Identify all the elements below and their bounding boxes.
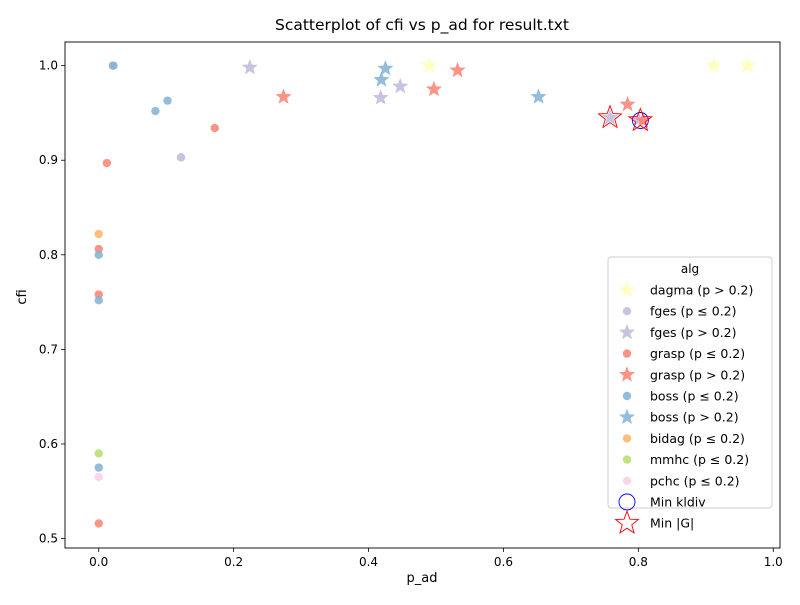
legend-marker-star (618, 366, 636, 382)
legend-marker-star (618, 323, 636, 340)
x-tick-label: 0.6 (494, 555, 513, 569)
data-point-circle (94, 229, 103, 239)
data-point-circle (94, 449, 103, 458)
y-tick-label: 0.6 (39, 437, 58, 451)
legend-entry-label: grasp (p > 0.2) (650, 367, 745, 382)
x-tick-label: 0.4 (359, 555, 378, 569)
data-point-circle (176, 153, 186, 162)
data-point-star (377, 59, 394, 76)
x-tick-label: 0.8 (629, 555, 648, 569)
legend-marker-circle (622, 391, 632, 401)
data-point-circle (94, 250, 103, 260)
legend-marker-circle (622, 455, 632, 464)
legend-entry-label: bidag (p ≤ 0.2) (650, 431, 745, 446)
axes-frame (64, 41, 781, 549)
data-point-star (421, 57, 438, 73)
data-point-star (275, 88, 292, 104)
legend: alg dagma (p > 0.2) fges (p ≤ 0.2) fges (p … (607, 256, 773, 534)
data-point-circle (163, 96, 172, 105)
legend-entry-label: Min kldiv (650, 495, 706, 510)
data-point-circle (210, 123, 219, 133)
data-point-star (705, 57, 722, 73)
plot-area (94, 57, 756, 528)
y-tick-label: 1.0 (39, 59, 58, 73)
legend-box (607, 256, 773, 509)
y-tick-label: 0.8 (39, 248, 58, 262)
data-point-star (601, 109, 619, 125)
x-tick-label: 0.2 (224, 555, 243, 569)
legend-marker-open-star (614, 509, 640, 534)
x-tick-label: 1.0 (764, 555, 783, 569)
legend-entry-label: pchc (p ≤ 0.2) (650, 473, 740, 488)
data-point-star (619, 95, 636, 112)
legend-title: alg (681, 262, 699, 276)
data-point-star (739, 57, 756, 73)
legend-entry-label: grasp (p ≤ 0.2) (650, 346, 745, 361)
y-tick-label: 0.5 (39, 532, 58, 546)
x-tick-label: 0.0 (89, 555, 108, 569)
data-point-circle (108, 61, 118, 70)
x-axis-label: p_ad (407, 571, 438, 586)
legend-marker-circle (622, 349, 632, 358)
data-point-star (530, 88, 547, 104)
legend-marker-circle (622, 434, 632, 443)
y-axis-label: cfi (15, 289, 30, 304)
min-g-marker (627, 107, 654, 132)
data-point-circle (102, 158, 112, 168)
legend-entry-label: boss (p > 0.2) (650, 410, 739, 425)
legend-entry-label: mmhc (p ≤ 0.2) (650, 452, 749, 467)
min-kldiv-marker (631, 112, 649, 129)
legend-entry-label: fges (p ≤ 0.2) (650, 304, 737, 319)
chart-title: Scatterplot of cfi vs p_ad for result.tx… (275, 16, 569, 35)
legend-marker-star (618, 408, 636, 425)
data-point-star (449, 61, 466, 78)
legend-marker-circle (622, 307, 632, 316)
legend-marker-circle (622, 476, 632, 485)
y-tick-label: 0.9 (39, 153, 58, 167)
data-point-circle (151, 106, 160, 116)
legend-entry-label: dagma (p > 0.2) (650, 283, 753, 298)
data-point-star (634, 112, 652, 128)
data-point-star (373, 71, 390, 87)
y-axis: 0.5 0.6 0.7 0.8 0.9 1.0 (39, 59, 65, 546)
legend-entry-label: boss (p ≤ 0.2) (650, 389, 739, 404)
legend-marker-star (618, 281, 636, 297)
y-tick-label: 0.7 (39, 342, 58, 356)
data-point-circle (94, 463, 103, 472)
data-point-star (392, 77, 409, 94)
data-point-circle (94, 296, 103, 305)
x-axis: 0.0 0.2 0.4 0.6 0.8 1.0 (89, 548, 783, 569)
data-point-circle (94, 472, 103, 482)
min-g-marker (597, 104, 623, 129)
legend-entry-label: fges (p > 0.2) (650, 325, 737, 340)
data-point-star (425, 80, 443, 97)
data-point-star (241, 59, 258, 75)
data-point-circle (94, 519, 103, 528)
legend-entry-label: Min |G| (650, 516, 694, 531)
data-point-star (372, 89, 389, 105)
